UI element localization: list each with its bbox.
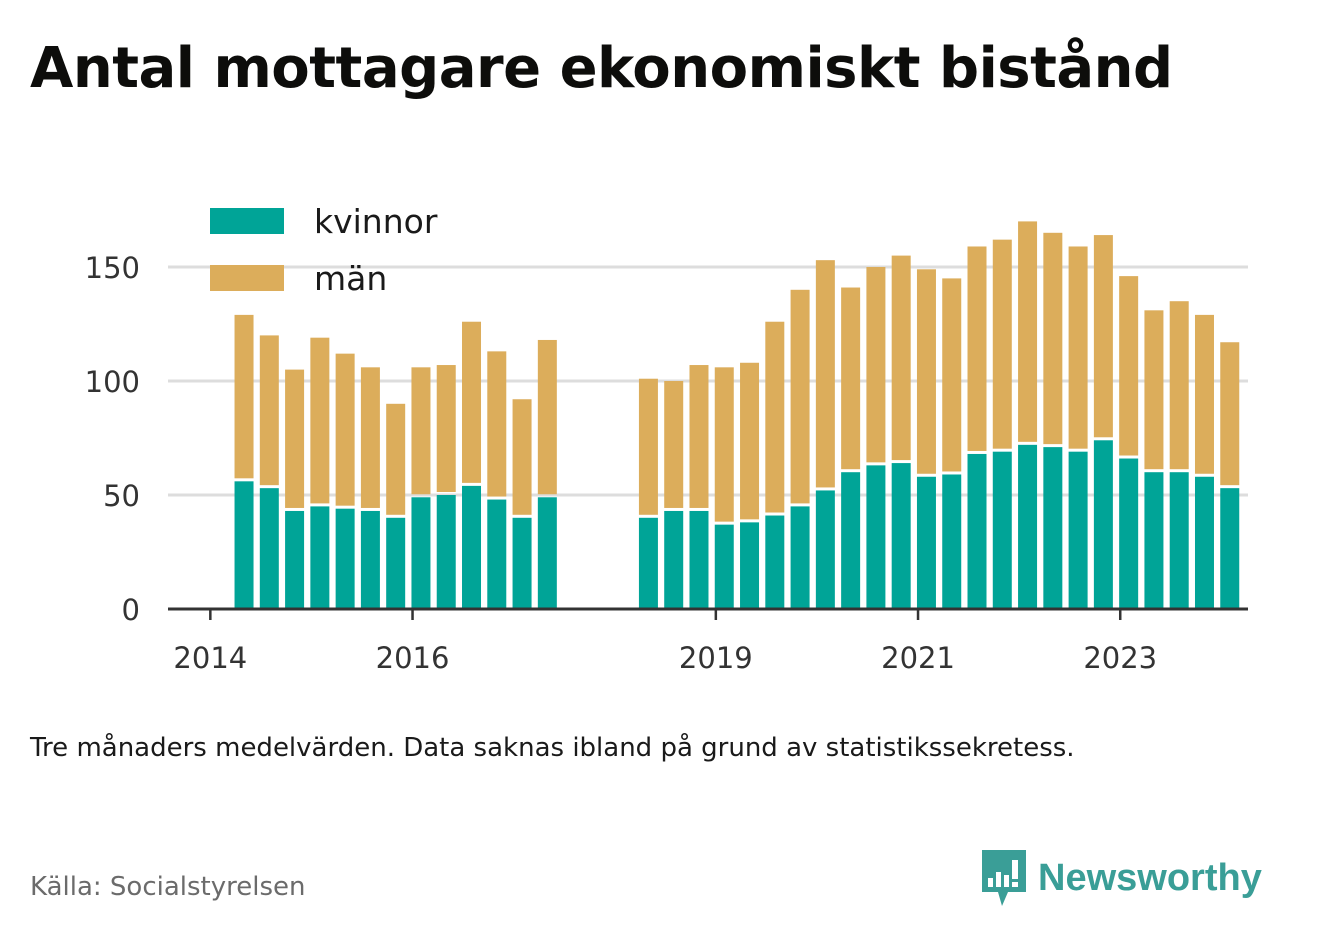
bar-man — [537, 339, 557, 495]
bar-kvinnor — [815, 490, 835, 609]
bar-kvinnor — [360, 510, 380, 609]
chart-title: Antal mottagare ekonomiskt bistånd — [30, 36, 1173, 101]
bar-kvinnor — [714, 524, 734, 609]
bar-man — [891, 255, 911, 461]
bar-man — [638, 378, 658, 515]
bar-man — [815, 260, 835, 488]
bar-kvinnor — [436, 495, 456, 609]
y-tick-label: 150 — [85, 251, 140, 285]
bar-kvinnor — [1068, 451, 1088, 609]
bar-kvinnor — [942, 474, 962, 609]
bar-kvinnor — [1043, 447, 1063, 609]
bar-kvinnor — [790, 506, 810, 609]
legend-label-kvinnor: kvinnor — [314, 202, 438, 241]
bar-man — [386, 403, 406, 515]
bar-man — [436, 365, 456, 492]
bar-man — [1093, 235, 1113, 438]
x-tick-label: 2021 — [881, 641, 955, 675]
bar-kvinnor — [1220, 488, 1240, 609]
legend-swatch-kvinnor — [210, 208, 284, 234]
bar-kvinnor — [841, 472, 861, 609]
bar-man — [841, 287, 861, 470]
bar-man — [335, 353, 355, 506]
bar-kvinnor — [1093, 440, 1113, 609]
bar-man — [714, 367, 734, 522]
bar-kvinnor — [967, 453, 987, 609]
legend-swatch-man — [210, 265, 284, 291]
bar-kvinnor — [638, 517, 658, 609]
bar-man — [1220, 342, 1240, 486]
bar-kvinnor — [866, 465, 886, 609]
bar-man — [790, 289, 810, 504]
bar-man — [259, 335, 279, 486]
bar-man — [310, 337, 330, 504]
bar-kvinnor — [234, 481, 254, 609]
bar-kvinnor — [992, 451, 1012, 609]
bar-kvinnor — [916, 476, 936, 609]
bar-man — [967, 246, 987, 451]
bar-kvinnor — [1144, 472, 1164, 609]
bar-kvinnor — [1018, 444, 1038, 609]
bar-kvinnor — [462, 485, 482, 609]
bar-man — [740, 362, 760, 520]
x-tick-label: 2023 — [1083, 641, 1157, 675]
bar-kvinnor — [512, 517, 532, 609]
bar-man — [1119, 276, 1139, 456]
bar-man — [689, 365, 709, 508]
bar-man — [1194, 314, 1214, 474]
source-credit: Källa: Socialstyrelsen — [30, 872, 306, 902]
brand-name: Newsworthy — [1038, 856, 1262, 899]
legend-label-man: män — [314, 259, 387, 298]
bars — [234, 221, 1240, 609]
bar-kvinnor — [1119, 458, 1139, 609]
bar-man — [664, 381, 684, 508]
y-tick-label: 0 — [122, 593, 140, 627]
newsworthy-logo-icon — [982, 850, 1026, 906]
bar-kvinnor — [537, 497, 557, 609]
bar-kvinnor — [285, 510, 305, 609]
bar-man — [487, 351, 507, 497]
bar-man — [1068, 246, 1088, 449]
bar-kvinnor — [386, 517, 406, 609]
legend: kvinnor män — [210, 202, 438, 298]
bar-kvinnor — [310, 506, 330, 609]
axes: 0 50 100 150 2014 2016 2019 2021 2023 — [85, 251, 1248, 675]
y-tick-label: 50 — [103, 479, 140, 513]
bar-kvinnor — [740, 522, 760, 609]
bar-man — [360, 367, 380, 508]
bar-man — [942, 278, 962, 472]
bar-man — [512, 399, 532, 515]
y-tick-label: 100 — [85, 365, 140, 399]
bar-man — [234, 314, 254, 479]
chart-note: Tre månaders medelvärden. Data saknas ib… — [30, 733, 1075, 763]
bar-man — [1169, 301, 1189, 470]
bar-man — [411, 367, 431, 495]
bar-kvinnor — [487, 499, 507, 609]
bar-kvinnor — [335, 508, 355, 609]
bar-kvinnor — [689, 510, 709, 609]
brand-logo: Newsworthy — [980, 848, 1262, 908]
bar-man — [765, 321, 785, 513]
stacked-bar-chart: 0 50 100 150 2014 2016 2019 2021 2023 kvinnor män — [85, 202, 1248, 675]
bar-man — [1018, 221, 1038, 442]
bar-kvinnor — [664, 510, 684, 609]
x-tick-label: 2016 — [376, 641, 450, 675]
bar-kvinnor — [259, 488, 279, 609]
x-tick-label: 2019 — [679, 641, 753, 675]
bar-kvinnor — [765, 515, 785, 609]
bar-man — [462, 321, 482, 483]
x-tick-label: 2014 — [173, 641, 247, 675]
bar-kvinnor — [411, 497, 431, 609]
bar-kvinnor — [891, 463, 911, 609]
bar-man — [992, 239, 1012, 449]
bar-kvinnor — [1169, 472, 1189, 609]
bar-kvinnor — [1194, 476, 1214, 609]
bar-man — [1043, 232, 1063, 445]
bar-man — [866, 267, 886, 463]
bar-man — [1144, 310, 1164, 470]
bar-man — [285, 369, 305, 508]
bar-man — [916, 269, 936, 474]
